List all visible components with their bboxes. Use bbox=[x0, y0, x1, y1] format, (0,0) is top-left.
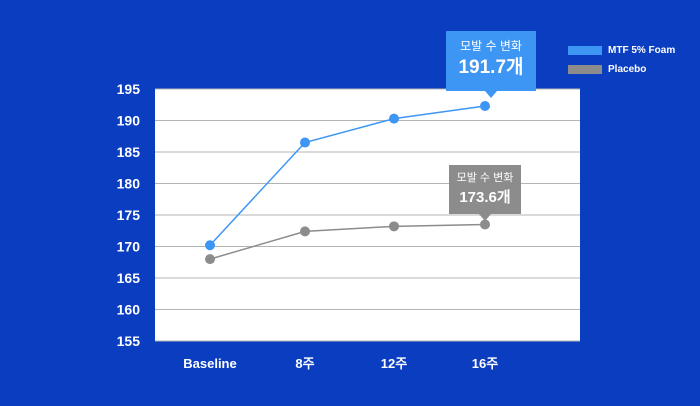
legend-label-mtf: MTF 5% Foam bbox=[608, 45, 676, 56]
callout-mtf-pointer bbox=[485, 91, 497, 98]
callout-placebo: 모발 수 변화 173.6개 bbox=[449, 165, 521, 221]
data-point bbox=[480, 101, 490, 112]
callout-placebo-label: 모발 수 변화 bbox=[456, 172, 514, 184]
callout-mtf-value: 191.7개 bbox=[458, 57, 524, 78]
series-line-1 bbox=[209, 223, 486, 260]
y-tick-label: 195 bbox=[117, 81, 141, 97]
y-tick-label: 165 bbox=[117, 270, 141, 286]
y-tick-label: 170 bbox=[117, 239, 141, 255]
y-tick-label: 185 bbox=[117, 144, 141, 160]
data-point bbox=[300, 137, 310, 148]
y-tick-label: 180 bbox=[117, 176, 141, 192]
callout-placebo-pointer bbox=[479, 214, 491, 221]
data-point bbox=[205, 240, 215, 251]
data-point bbox=[300, 226, 310, 237]
y-tick-label: 175 bbox=[117, 207, 141, 223]
legend-label-placebo: Placebo bbox=[608, 64, 647, 75]
y-tick-label: 190 bbox=[117, 113, 141, 129]
legend-swatch-mtf bbox=[568, 46, 602, 55]
x-tick-label: 16주 bbox=[472, 356, 498, 371]
data-point bbox=[480, 219, 490, 230]
x-tick-label: Baseline bbox=[183, 356, 236, 371]
legend-item-mtf: MTF 5% Foam bbox=[568, 41, 675, 60]
y-tick-label: 155 bbox=[117, 333, 141, 349]
data-point bbox=[205, 254, 215, 265]
callout-mtf: 모발 수 변화 191.7개 bbox=[446, 31, 536, 98]
legend-item-placebo: Placebo bbox=[568, 60, 675, 79]
legend-swatch-placebo bbox=[568, 65, 602, 74]
x-tick-label: 12주 bbox=[381, 356, 407, 371]
callout-placebo-value: 173.6개 bbox=[459, 189, 511, 206]
x-tick-label: 8주 bbox=[295, 356, 314, 371]
data-point bbox=[389, 221, 399, 232]
series-line-0 bbox=[209, 105, 486, 246]
data-point bbox=[389, 113, 399, 124]
callout-mtf-label: 모발 수 변화 bbox=[460, 39, 522, 53]
y-tick-label: 160 bbox=[117, 302, 141, 318]
legend: MTF 5% Foam Placebo bbox=[568, 41, 675, 79]
